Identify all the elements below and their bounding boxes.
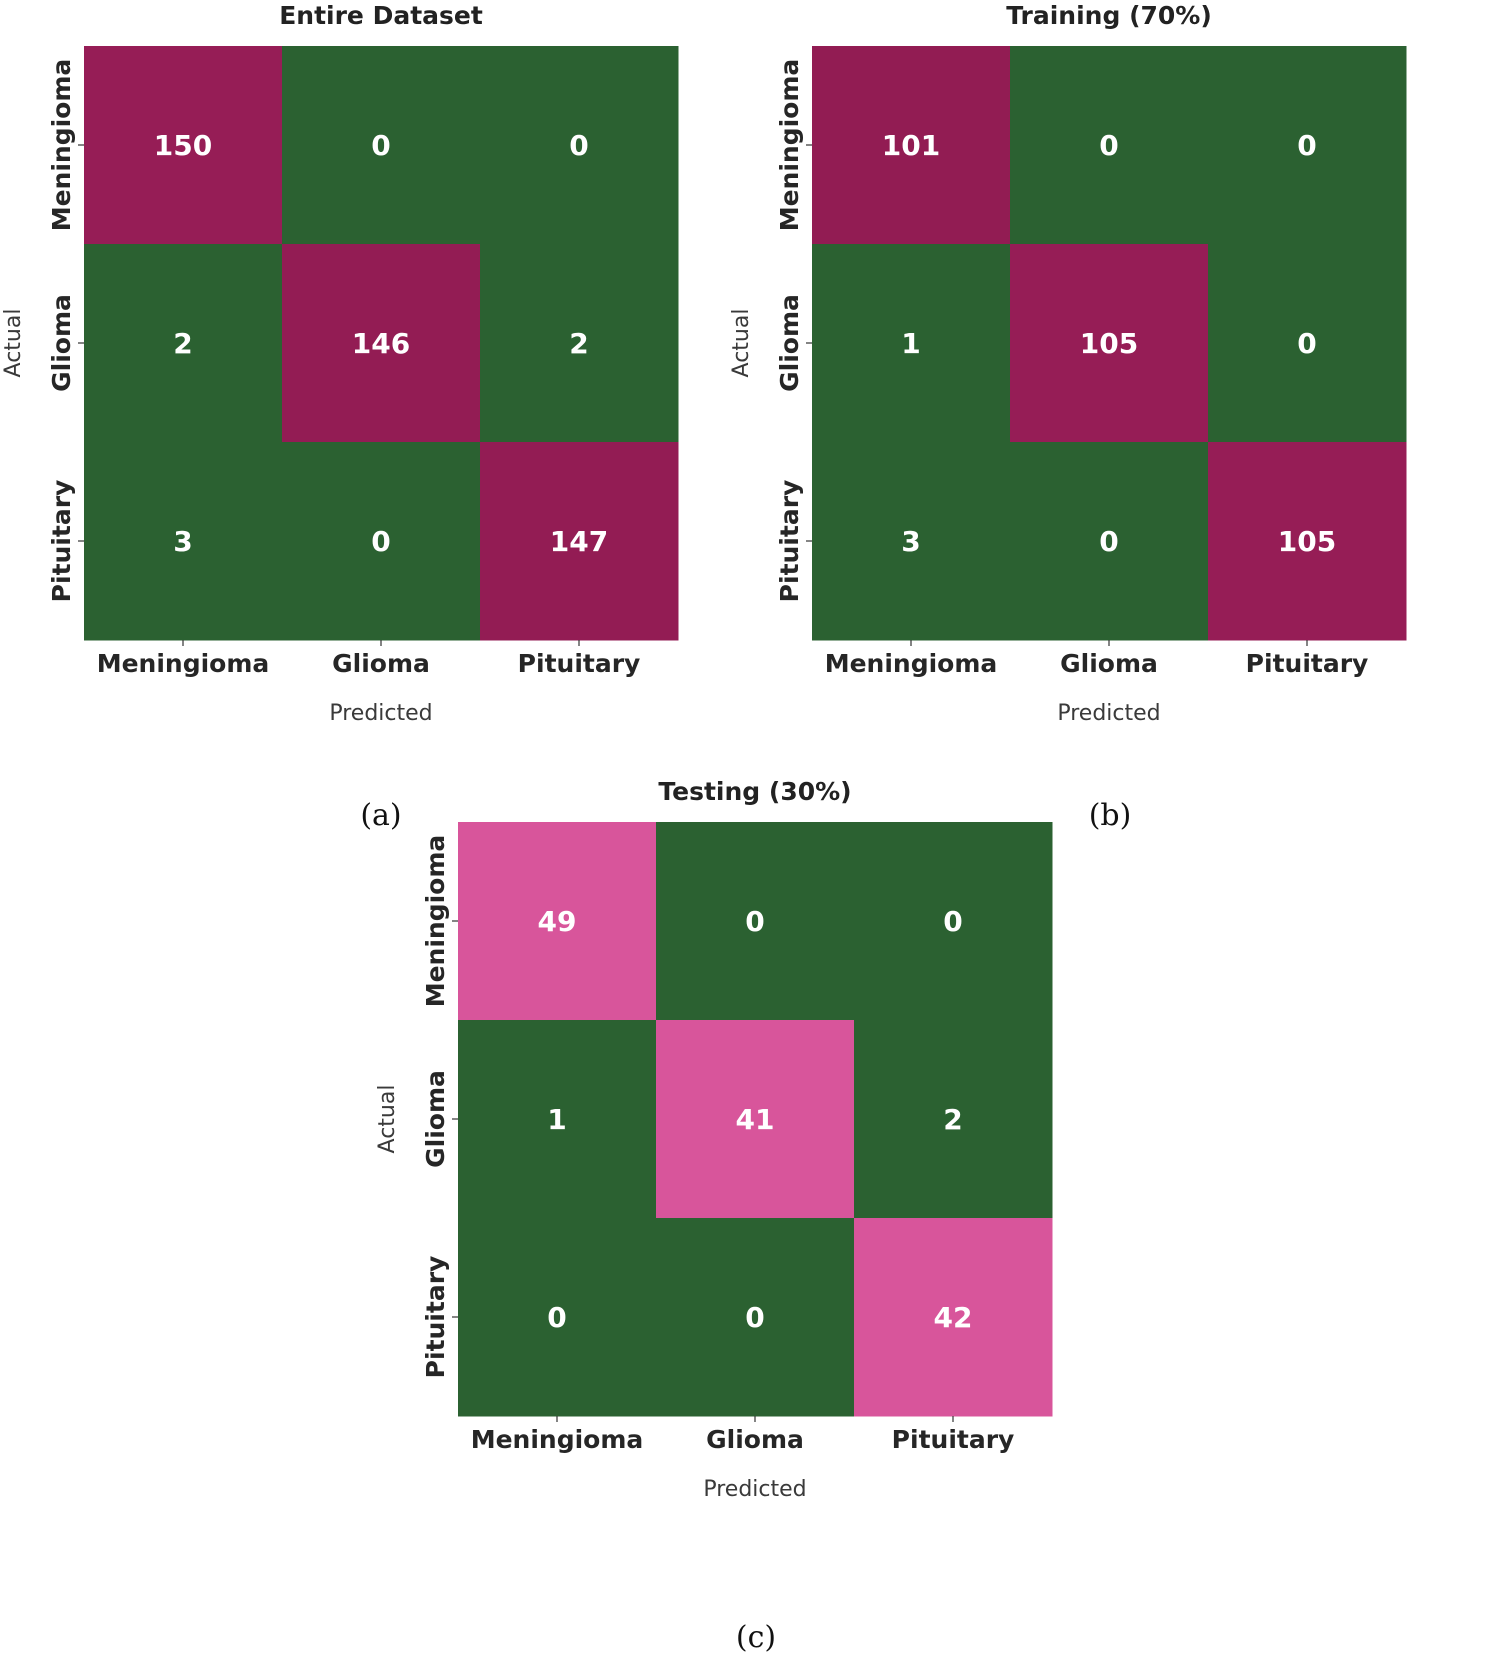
x-tick-label: Pituitary [1246,649,1369,678]
heatmap-cell [854,1218,1053,1417]
cell-value: 3 [901,525,920,558]
y-tick-label: Glioma [47,294,76,392]
heatmap-cell [84,244,283,443]
heatmap-svg: Testing (30%) 49 0 0 1 41 2 0 0 42 Meningioma Gliom… [375,777,1053,1502]
cell-value: 0 [943,905,962,938]
cell-value: 0 [1099,129,1118,162]
cell-value: 105 [1080,327,1138,360]
heatmap-cell [656,822,855,1021]
x-tick-label: Pituitary [518,649,641,678]
heatmap-cell [812,244,1011,443]
cell-value: 0 [547,1301,566,1334]
heatmap-cell [656,1020,855,1219]
y-tick-label: Glioma [775,294,804,392]
x-tick-label: Meningioma [97,649,270,678]
chart-title: Entire Dataset [279,1,483,30]
heatmap-svg: Training (70%) 101 0 0 1 105 0 3 0 105 Meningioma G… [729,1,1407,726]
x-tick-label: Meningioma [825,649,998,678]
y-tick-label: Pituitary [421,1256,450,1379]
heatmap-cell [458,822,657,1021]
heatmap-cell [480,442,679,641]
heatmap-cell [1208,46,1407,245]
heatmap-cell [1208,442,1407,641]
x-axis-label: Predicted [703,1477,806,1502]
heatmap-cell [1010,46,1209,245]
y-tick-label: Meningioma [775,59,804,232]
x-tick-label: Meningioma [471,1425,644,1454]
heatmap-cell [480,46,679,245]
cell-value: 49 [538,905,577,938]
cell-value: 105 [1278,525,1336,558]
heatmap-cell [282,244,481,443]
heatmap-cell [812,46,1011,245]
x-tick-label: Glioma [706,1425,804,1454]
heatmap-cell [854,822,1053,1021]
cell-value: 2 [173,327,192,360]
cell-value: 0 [1297,327,1316,360]
cell-value: 101 [882,129,940,162]
cell-value: 2 [943,1103,962,1136]
cell-value: 0 [569,129,588,162]
x-tick-label: Glioma [1060,649,1158,678]
chart-title: Training (70%) [1006,1,1212,30]
chart-title: Testing (30%) [658,777,851,806]
heatmap-training: Training (70%) 101 0 0 1 105 0 3 0 105 Meningioma G… [728,0,1446,740]
heatmap-cell [458,1218,657,1417]
cell-value: 42 [934,1301,973,1334]
x-tick-label: Pituitary [892,1425,1015,1454]
heatmap-cell [480,244,679,443]
caption-b: (b) [1088,798,1132,833]
heatmap-cell [1010,244,1209,443]
cell-value: 150 [154,129,212,162]
cell-value: 0 [745,905,764,938]
heatmap-cell [282,442,481,641]
x-axis-label: Predicted [1057,701,1160,726]
cell-value: 146 [352,327,410,360]
y-axis-label: Actual [375,1085,400,1154]
cell-value: 41 [736,1103,775,1136]
y-tick-label: Pituitary [47,480,76,603]
cell-value: 0 [371,129,390,162]
x-axis-label: Predicted [329,701,432,726]
heatmap-cell [458,1020,657,1219]
caption-c: (c) [735,1620,777,1655]
caption-a: (a) [360,798,402,833]
heatmap-entire-dataset: Entire Dataset 150 0 0 2 146 2 3 0 147 Meningioma G… [0,0,718,740]
cell-value: 1 [901,327,920,360]
cell-value: 0 [1099,525,1118,558]
heatmap-cell [656,1218,855,1417]
y-axis-label: Actual [729,309,754,378]
heatmap-cell [282,46,481,245]
heatmap-cell [1010,442,1209,641]
cell-value: 0 [371,525,390,558]
cell-value: 0 [1297,129,1316,162]
cell-value: 3 [173,525,192,558]
y-tick-label: Meningioma [421,835,450,1008]
heatmap-testing: Testing (30%) 49 0 0 1 41 2 0 0 42 Meningioma Gliom… [374,776,1092,1516]
heatmap-cell [84,46,283,245]
x-tick-label: Glioma [332,649,430,678]
cell-value: 147 [550,525,608,558]
cell-value: 2 [569,327,588,360]
heatmap-svg: Entire Dataset 150 0 0 2 146 2 3 0 147 Meningioma G… [1,1,679,726]
y-tick-label: Glioma [421,1070,450,1168]
heatmap-cell [854,1020,1053,1219]
cell-value: 0 [745,1301,764,1334]
heatmap-cell [812,442,1011,641]
y-tick-label: Pituitary [775,480,804,603]
heatmap-cell [1208,244,1407,443]
heatmap-cell [84,442,283,641]
cell-value: 1 [547,1103,566,1136]
y-tick-label: Meningioma [47,59,76,232]
y-axis-label: Actual [1,309,26,378]
